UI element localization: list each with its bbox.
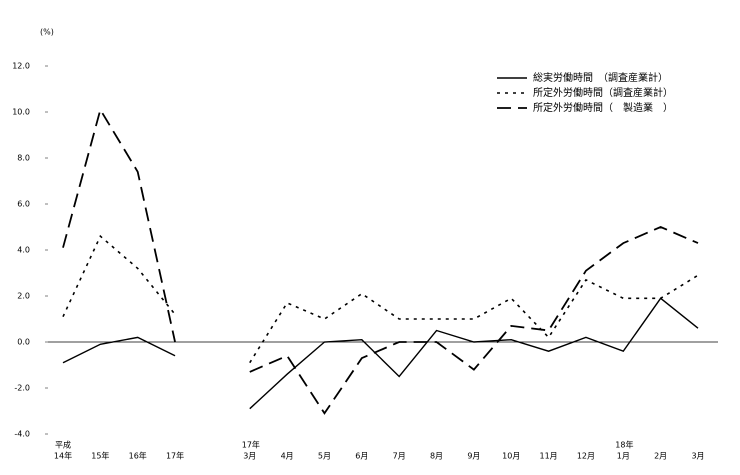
y-tick-label: 10.0 bbox=[12, 108, 30, 117]
x-tick-label-top: 18年 bbox=[615, 440, 633, 450]
legend-label: 総実労働時間 （調査産業計） bbox=[533, 71, 668, 84]
y-tick-label: 4.0 bbox=[17, 246, 30, 255]
x-tick-label: 3月 bbox=[691, 452, 704, 461]
y-tick-label: 8.0 bbox=[17, 154, 30, 163]
x-tick-label: 16年 bbox=[129, 451, 147, 461]
x-tick-label: 9月 bbox=[467, 452, 480, 461]
x-tick-label: 12月 bbox=[577, 452, 595, 461]
x-tick-label: 15年 bbox=[91, 451, 109, 461]
x-tick-label: 8月 bbox=[430, 452, 443, 461]
legend-label: 所定外労働時間（ 製造業 ） bbox=[533, 101, 673, 114]
series-line bbox=[249, 226, 699, 415]
y-tick-label: -2.0 bbox=[14, 384, 30, 393]
series-line bbox=[62, 336, 176, 364]
y-tick-label: 12.0 bbox=[12, 62, 30, 71]
series-line bbox=[62, 107, 176, 343]
y-tick-label: 0.0 bbox=[17, 338, 30, 347]
x-tick-label: 5月 bbox=[318, 452, 331, 461]
x-tick-label: 7月 bbox=[393, 452, 406, 461]
x-tick-label: 17年 bbox=[166, 451, 184, 461]
x-tick-label: 3月 bbox=[243, 452, 256, 461]
x-tick-label: 4月 bbox=[281, 452, 294, 461]
x-tick-label: 2月 bbox=[654, 452, 667, 461]
unit-label: (%) bbox=[40, 28, 54, 37]
y-tick-label: -4.0 bbox=[14, 430, 30, 439]
y-tick-label: 6.0 bbox=[17, 200, 30, 209]
series-line bbox=[249, 297, 699, 410]
x-tick-label: 6月 bbox=[355, 452, 368, 461]
y-tick-label: 2.0 bbox=[17, 292, 30, 301]
series-line bbox=[62, 234, 176, 318]
series-line bbox=[249, 274, 699, 364]
x-tick-label-top: 17年 bbox=[242, 440, 260, 450]
x-tick-label: 14年 bbox=[54, 451, 72, 461]
legend-label: 所定外労働時間（調査産業計） bbox=[533, 86, 673, 99]
x-tick-label: 1月 bbox=[617, 452, 630, 461]
x-tick-label: 11月 bbox=[539, 452, 557, 461]
x-tick-label-top: 平成 bbox=[55, 440, 71, 450]
x-tick-label: 10月 bbox=[502, 452, 520, 461]
